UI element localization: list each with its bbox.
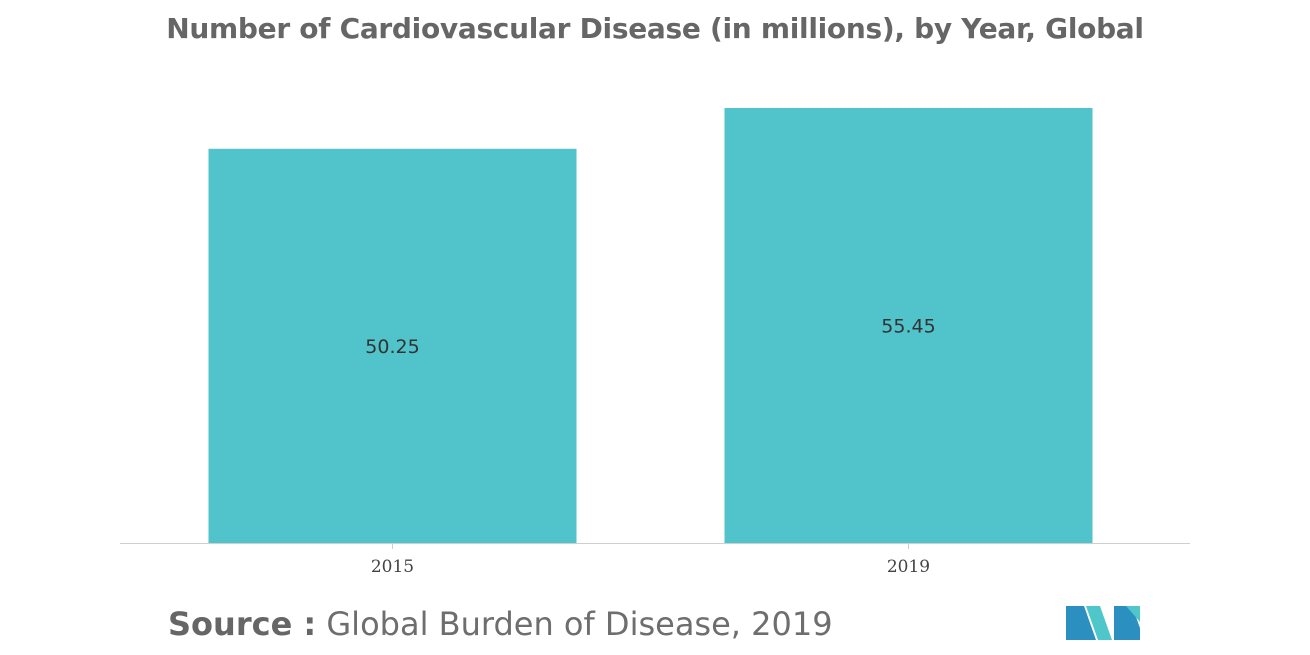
- x-tick-label-2015: 2015: [371, 557, 414, 577]
- bar-2019: [724, 108, 1093, 543]
- mordor-intelligence-logo-icon: [1066, 606, 1140, 640]
- x-ticks-group: 2015 2019: [371, 543, 930, 577]
- bar-chart: 2015 2019 50.25 55.45: [120, 108, 1190, 577]
- value-labels-group: 50.25 55.45: [365, 316, 935, 358]
- bar-2015: [208, 148, 577, 543]
- source-note: Source : Global Burden of Disease, 2019: [168, 605, 833, 643]
- value-label-2015: 50.25: [365, 336, 419, 358]
- chart-title: Number of Cardiovascular Disease (in mil…: [166, 12, 1144, 45]
- x-tick-label-2019: 2019: [887, 557, 930, 577]
- value-label-2019: 55.45: [881, 316, 935, 338]
- source-text: Global Burden of Disease, 2019: [326, 605, 833, 643]
- bars-group: [208, 108, 1093, 543]
- source-label: Source :: [168, 605, 317, 643]
